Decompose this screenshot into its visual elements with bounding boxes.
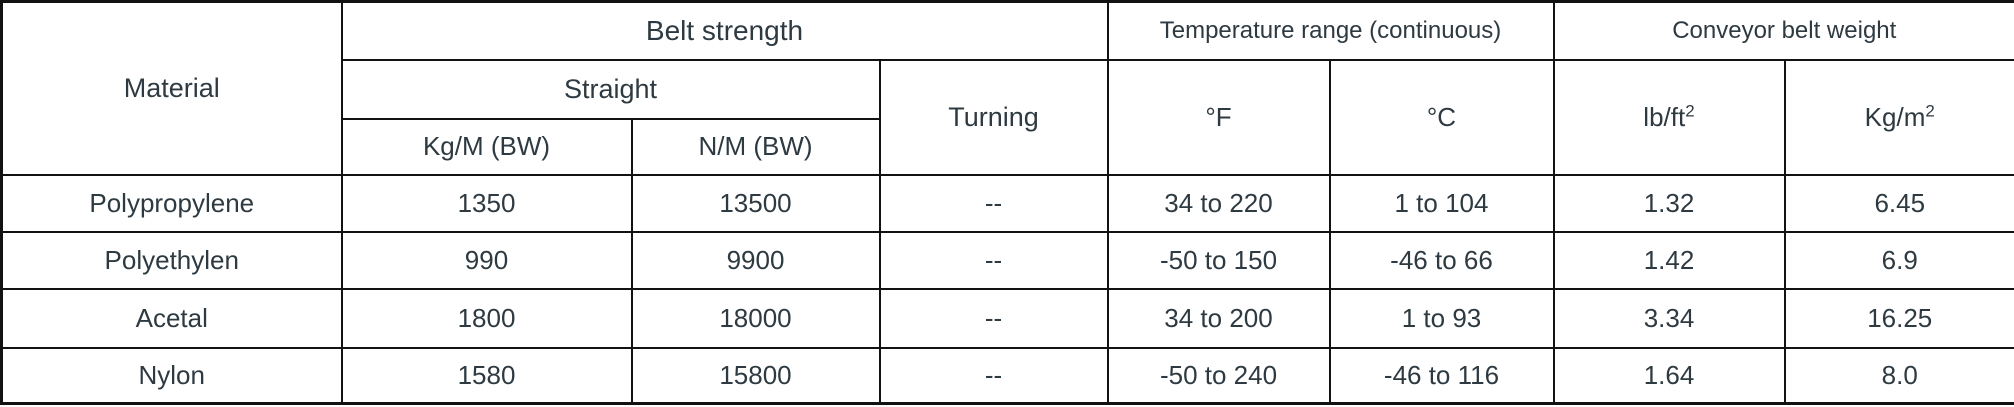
temp-c-value: -46 to 116 [1328,346,1555,405]
table-row-acetal: Acetal 1800 18000 -- 34 to 200 1 to 93 3… [0,287,2014,349]
header-row-subgroups: Straight Turning °F °C lb/ft2 Kg/m2 [2,58,2014,176]
temp-f-value: -50 to 240 [1106,346,1331,405]
kg-m2-superscript: 2 [1925,100,1935,120]
header-straight: Straight [340,58,881,120]
material-name: Polyethylen [0,230,343,290]
header-kg-m-bw: Kg/M (BW) [340,117,633,176]
turning-value: -- [878,346,1109,405]
turning-value: -- [878,173,1109,233]
table-row-polyethylen: Polyethylen 990 9900 -- -50 to 150 -46 t… [0,230,2014,290]
lb-ft2-value: 1.64 [1552,346,1786,405]
n-m-bw-value: 13500 [630,173,881,233]
lb-ft2-value: 1.32 [1552,173,1786,233]
kg-m2-base: Kg/m [1864,101,1926,132]
kg-m2-value: 16.25 [1783,287,2014,349]
material-name: Polypropylene [0,173,343,233]
kg-m-bw-value: 1800 [340,287,633,349]
lb-ft2-value: 3.34 [1552,287,1786,349]
lb-ft2-value: 1.42 [1552,230,1786,290]
header-material: Material [0,0,343,176]
material-name: Nylon [0,346,343,405]
kg-m-bw-value: 990 [340,230,633,290]
turning-value: -- [878,287,1109,349]
header-conveyor-belt-weight: Conveyor belt weight [1552,0,2014,61]
table-row-nylon: Nylon 1580 15800 -- -50 to 240 -46 to 11… [0,346,2014,405]
temp-f-value: 34 to 220 [1106,173,1331,233]
lb-ft2-superscript: 2 [1685,100,1695,120]
header-deg-c: °C [1328,58,1555,176]
header-row-units: Kg/M (BW) N/M (BW) [2,117,2014,176]
temp-f-value: -50 to 150 [1106,230,1331,290]
header-turning: Turning [878,58,1109,176]
temp-f-value: 34 to 200 [1106,287,1331,349]
header-n-m-bw: N/M (BW) [630,117,881,176]
header-kg-m2: Kg/m2 [1783,58,2014,176]
n-m-bw-value: 18000 [630,287,881,349]
kg-m-bw-value: 1580 [340,346,633,405]
header-belt-strength: Belt strength [340,0,1109,61]
header-deg-f: °F [1106,58,1331,176]
kg-m2-value: 6.45 [1783,173,2014,233]
temp-c-value: -46 to 66 [1328,230,1555,290]
temp-c-value: 1 to 104 [1328,173,1555,233]
turning-value: -- [878,230,1109,290]
header-lb-ft2: lb/ft2 [1552,58,1786,176]
table-row-polypropylene: Polypropylene 1350 13500 -- 34 to 220 1 … [0,173,2014,233]
header-row-groups: Material Belt strength Temperature range… [0,0,2014,176]
kg-m2-value: 8.0 [1783,346,2014,405]
kg-m2-value: 6.9 [1783,230,2014,290]
material-name: Acetal [0,287,343,349]
n-m-bw-value: 9900 [630,230,881,290]
n-m-bw-value: 15800 [630,346,881,405]
header-temperature-range: Temperature range (continuous) [1106,0,1555,61]
kg-m-bw-value: 1350 [340,173,633,233]
temp-c-value: 1 to 93 [1328,287,1555,349]
lb-ft2-base: lb/ft [1643,101,1686,132]
